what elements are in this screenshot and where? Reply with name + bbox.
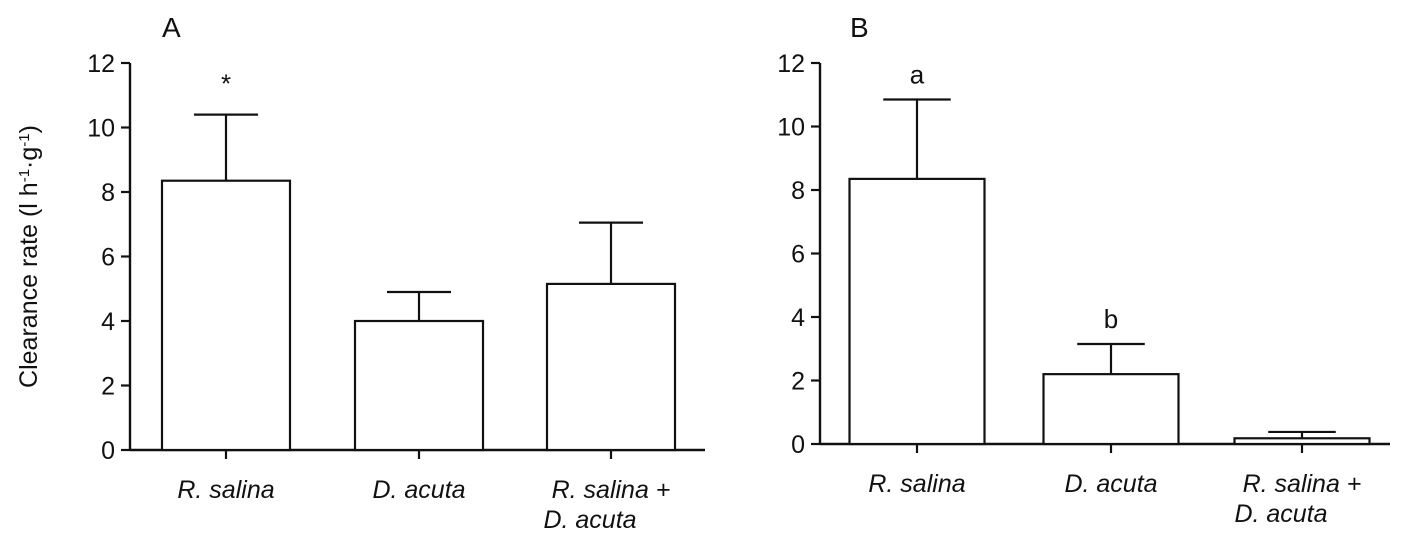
category-label: R. salina xyxy=(868,470,965,498)
significance-label: b xyxy=(1104,304,1118,334)
y-tick-label: 2 xyxy=(791,368,805,396)
category-label: D. acuta xyxy=(543,506,636,531)
bar xyxy=(160,179,292,452)
category-label: D. acuta xyxy=(1064,470,1157,498)
bar xyxy=(848,177,986,446)
y-tick-label: 0 xyxy=(101,437,115,465)
panel-label: B xyxy=(850,12,869,43)
y-tick-label: 0 xyxy=(791,431,805,459)
y-axis-label-superscript: -1 xyxy=(16,133,33,146)
y-axis-label-part: ·g xyxy=(15,147,43,169)
bar xyxy=(1042,373,1180,446)
category-label: R. salina + xyxy=(1243,470,1362,498)
y-tick-label: 6 xyxy=(101,244,115,272)
y-tick-label: 4 xyxy=(101,308,115,336)
bar xyxy=(1233,437,1371,446)
y-tick-label: 10 xyxy=(777,114,805,142)
y-tick-label: 2 xyxy=(101,373,115,401)
y-axis-label-part: Clearance rate (l h xyxy=(15,182,43,388)
y-axis-label: Clearance rate (l h-1·g-1) xyxy=(15,125,43,388)
y-axis-label-part: ) xyxy=(15,125,43,133)
category-label: R. salina xyxy=(177,476,274,504)
y-tick-label: 8 xyxy=(101,179,115,207)
panel-label: A xyxy=(162,12,181,43)
bar xyxy=(545,282,677,452)
significance-label: a xyxy=(910,60,925,90)
y-tick-label: 12 xyxy=(777,50,805,78)
y-tick-label: 10 xyxy=(87,115,115,143)
y-tick-label: 12 xyxy=(87,50,115,78)
significance-label: * xyxy=(221,69,231,99)
y-tick-label: 4 xyxy=(791,304,805,332)
category-label: D. acuta xyxy=(372,476,465,504)
category-label: D. acuta xyxy=(1234,500,1327,528)
bar xyxy=(353,319,485,452)
y-tick-label: 8 xyxy=(791,177,805,205)
category-label: R. salina + xyxy=(552,476,671,504)
y-tick-label: 6 xyxy=(791,241,805,269)
y-axis-label-superscript: -1 xyxy=(16,169,33,182)
